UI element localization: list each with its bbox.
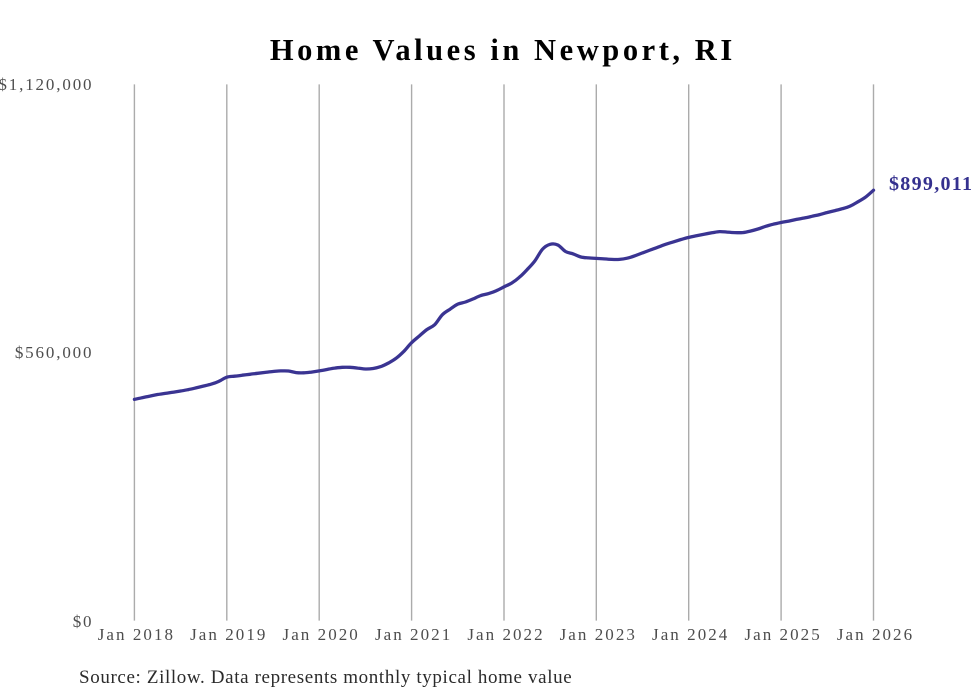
svg-text:$899,011: $899,011 xyxy=(889,173,973,195)
svg-text:Source: Zillow. Data represent: Source: Zillow. Data represents monthly … xyxy=(79,667,572,688)
svg-text:Jan 2018: Jan 2018 xyxy=(98,625,175,644)
svg-text:Jan 2019: Jan 2019 xyxy=(190,625,267,644)
svg-text:Jan 2023: Jan 2023 xyxy=(560,625,637,644)
svg-text:Jan 2020: Jan 2020 xyxy=(283,625,360,644)
svg-text:$1,120,000: $1,120,000 xyxy=(0,75,93,94)
svg-text:$560,000: $560,000 xyxy=(15,343,94,362)
svg-text:Home Values in Newport, RI: Home Values in Newport, RI xyxy=(270,33,736,67)
svg-text:Jan 2022: Jan 2022 xyxy=(467,625,544,644)
svg-text:Jan 2021: Jan 2021 xyxy=(375,625,452,644)
svg-text:Jan 2024: Jan 2024 xyxy=(652,625,729,644)
svg-text:$0: $0 xyxy=(73,612,94,631)
svg-text:Jan 2026: Jan 2026 xyxy=(837,625,914,644)
svg-text:Jan 2025: Jan 2025 xyxy=(744,625,821,644)
